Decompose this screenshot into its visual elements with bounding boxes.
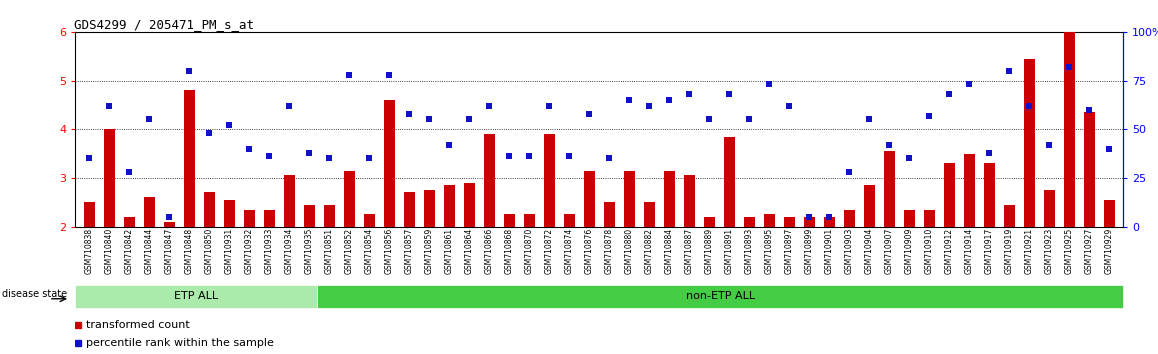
Bar	[163, 222, 175, 227]
Text: transformed count: transformed count	[86, 320, 190, 330]
Bar	[804, 217, 815, 227]
Bar	[664, 171, 675, 227]
Bar	[924, 210, 935, 227]
Bar	[223, 200, 235, 227]
Bar	[244, 210, 255, 227]
Bar	[424, 190, 434, 227]
Text: disease state: disease state	[1, 289, 67, 299]
Bar	[784, 217, 794, 227]
Bar	[104, 129, 115, 227]
Bar	[484, 134, 494, 227]
Bar	[584, 171, 595, 227]
Bar	[963, 154, 975, 227]
Bar	[184, 90, 195, 227]
Bar	[1084, 112, 1094, 227]
Bar	[75, 285, 317, 308]
Text: ETP ALL: ETP ALL	[174, 291, 218, 302]
Bar	[743, 217, 755, 227]
Bar	[844, 210, 855, 227]
Text: GDS4299 / 205471_PM_s_at: GDS4299 / 205471_PM_s_at	[74, 18, 255, 31]
Bar	[83, 202, 95, 227]
Bar	[324, 205, 335, 227]
Bar	[624, 171, 635, 227]
Bar	[344, 171, 354, 227]
Bar	[284, 176, 295, 227]
Bar	[463, 183, 475, 227]
Bar	[444, 185, 455, 227]
Bar	[383, 100, 395, 227]
Bar	[404, 193, 415, 227]
Bar	[823, 217, 835, 227]
Bar	[944, 163, 954, 227]
Bar	[1043, 190, 1055, 227]
Bar	[504, 215, 515, 227]
Bar	[317, 285, 1123, 308]
Bar	[523, 215, 535, 227]
Bar	[704, 217, 714, 227]
Bar	[1004, 205, 1014, 227]
Bar	[603, 202, 615, 227]
Bar	[1024, 59, 1035, 227]
Bar	[564, 215, 574, 227]
Bar	[544, 134, 555, 227]
Bar	[204, 193, 214, 227]
Bar	[364, 215, 375, 227]
Bar	[724, 137, 735, 227]
Bar	[144, 198, 155, 227]
Bar	[984, 163, 995, 227]
Bar	[764, 215, 775, 227]
Bar	[303, 205, 315, 227]
Bar	[1064, 32, 1075, 227]
Bar	[683, 176, 695, 227]
Bar	[864, 185, 874, 227]
Bar	[124, 217, 134, 227]
Bar	[264, 210, 274, 227]
Text: percentile rank within the sample: percentile rank within the sample	[86, 338, 273, 348]
Bar	[903, 210, 915, 227]
Bar	[1104, 200, 1115, 227]
Text: non-ETP ALL: non-ETP ALL	[686, 291, 755, 302]
Bar	[644, 202, 654, 227]
Bar	[884, 151, 895, 227]
